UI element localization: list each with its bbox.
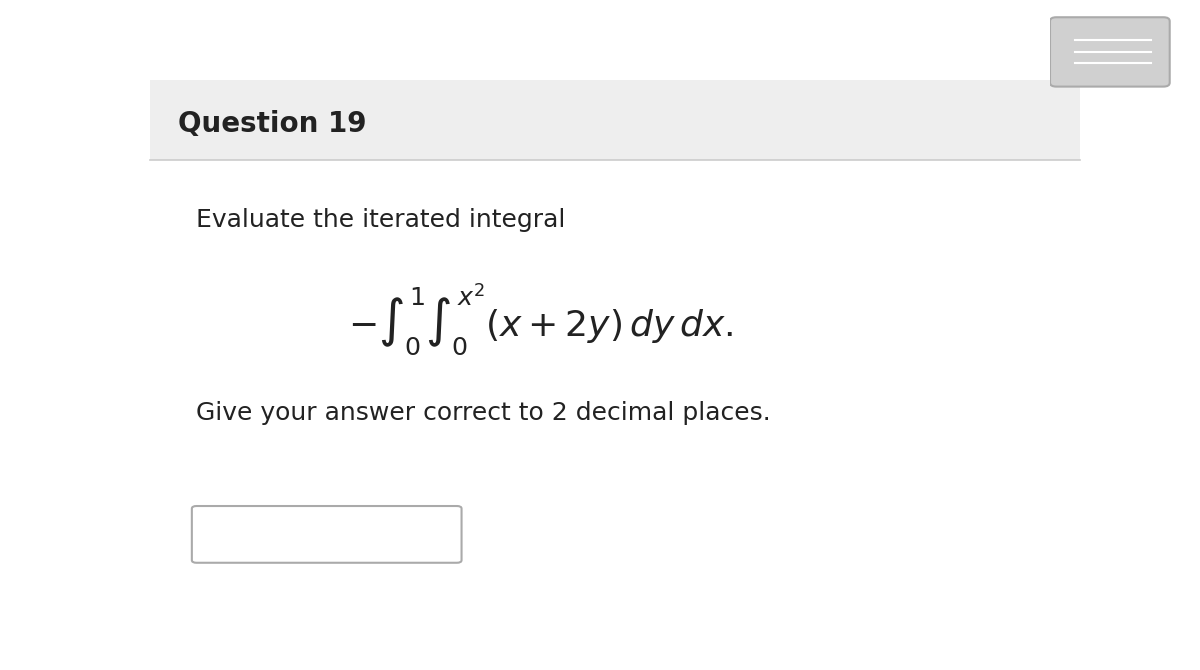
Text: Give your answer correct to 2 decimal places.: Give your answer correct to 2 decimal pl… bbox=[197, 401, 772, 425]
Text: $-\int_{0}^{1}\int_{0}^{x^2}(x+2y)\,dy\,dx.$: $-\int_{0}^{1}\int_{0}^{x^2}(x+2y)\,dy\,… bbox=[348, 282, 733, 358]
FancyBboxPatch shape bbox=[1050, 17, 1170, 86]
FancyBboxPatch shape bbox=[150, 80, 1080, 160]
Text: Question 19: Question 19 bbox=[178, 111, 366, 138]
FancyBboxPatch shape bbox=[192, 506, 462, 563]
Text: Evaluate the iterated integral: Evaluate the iterated integral bbox=[197, 208, 566, 232]
